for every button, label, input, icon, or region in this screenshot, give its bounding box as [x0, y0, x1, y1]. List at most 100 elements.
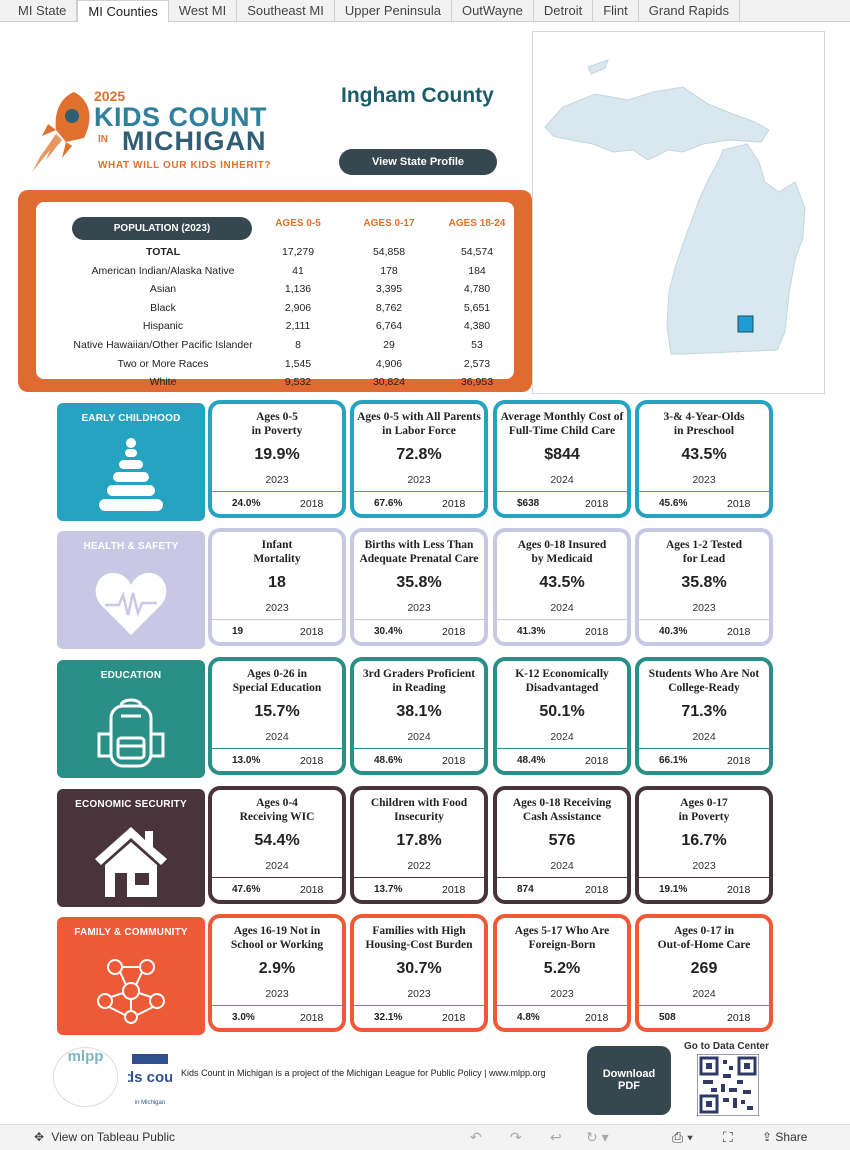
michigan-map[interactable] — [532, 31, 825, 394]
share-button[interactable]: ⇪ Share — [762, 1130, 808, 1144]
indicator-value: 38.1% — [396, 703, 442, 720]
category-early-childhood: EARLY CHILDHOOD — [57, 403, 205, 521]
indicator-card[interactable]: Ages 0-18 Insured by Medicaid 43.5% 2024 … — [493, 528, 631, 646]
indicator-title: Families with High Housing-Cost Burden — [354, 924, 484, 952]
indicator-prev-year: 2018 — [300, 1012, 324, 1024]
population-value: 29 — [383, 339, 395, 351]
indicator-card[interactable]: Ages 0-5 with All Parents in Labor Force … — [350, 400, 488, 518]
indicator-year: 2023 — [265, 602, 289, 614]
indicator-year: 2023 — [550, 988, 574, 1000]
indicator-value: 50.1% — [539, 703, 585, 720]
indicator-card[interactable]: 3rd Graders Proficient in Reading 38.1% 2… — [350, 657, 488, 775]
tab-flint[interactable]: Flint — [593, 0, 639, 22]
age-header: AGES 18-24 — [448, 218, 506, 229]
indicator-card[interactable]: Ages 1-2 Tested for Lead 35.8% 2023 40.3%… — [635, 528, 773, 646]
population-value: 1,545 — [284, 357, 312, 370]
indicator-prev-year: 2018 — [442, 1012, 466, 1024]
indicator-title-line: Ages 0-17 — [680, 797, 728, 809]
tab-southeast-mi[interactable]: Southeast MI — [237, 0, 335, 22]
divider — [635, 619, 773, 620]
category-family-community: FAMILY & COMMUNITY — [57, 917, 205, 1035]
refresh-icon[interactable]: ↻ ▾ — [586, 1129, 609, 1145]
rocket-icon — [32, 92, 90, 172]
population-row-label: TOTAL — [145, 246, 181, 258]
population-value: 53 — [471, 339, 483, 351]
redo-icon[interactable]: ↷ — [510, 1129, 522, 1145]
indicator-title-line: Families with High — [372, 925, 466, 937]
indicator-title: Average Monthly Cost of Full-Time Child C… — [497, 410, 627, 438]
indicator-card[interactable]: Families with High Housing-Cost Burden 30… — [350, 914, 488, 1032]
indicator-title: Ages 0-4 Receiving WIC — [212, 796, 342, 824]
download-icon[interactable]: ⎙ ▾ — [672, 1129, 693, 1145]
indicator-title: 3rd Graders Proficient in Reading — [354, 667, 484, 695]
view-state-profile-button[interactable]: View State Profile — [339, 149, 497, 175]
view-on-tableau-link[interactable]: ✥ View on Tableau Public — [34, 1130, 175, 1144]
indicator-title-line: Ages 0-18 Insured — [517, 539, 607, 551]
indicator-title-line: Ages 0-18 Receiving — [512, 797, 612, 809]
logo-tagline: WHAT WILL OUR KIDS INHERIT? — [98, 160, 272, 171]
population-header: POPULATION (2023) — [72, 217, 252, 240]
indicator-value: $844 — [544, 446, 580, 463]
community-network-icon — [91, 951, 171, 1027]
indicator-card[interactable]: 3-& 4-Year-Olds in Preschool 43.5% 2023 4… — [635, 400, 773, 518]
indicator-prev-year: 2018 — [585, 755, 609, 767]
indicator-card[interactable]: Ages 0-26 in Special Education 15.7% 2024… — [208, 657, 346, 775]
indicator-prev-year: 2018 — [442, 626, 466, 638]
indicator-card[interactable]: Ages 0-17 in Out-of-Home Care 269 2024 50… — [635, 914, 773, 1032]
tab-grand-rapids[interactable]: Grand Rapids — [639, 0, 740, 22]
indicator-card[interactable]: Average Monthly Cost of Full-Time Child C… — [493, 400, 631, 518]
indicator-card[interactable]: Infant Mortality 18 2023 19 2018 — [208, 528, 346, 646]
population-value: 36,953 — [460, 376, 494, 389]
indicator-prev-year: 2018 — [727, 884, 751, 896]
indicator-title-line: Adequate Prenatal Care — [359, 553, 479, 565]
population-value: 1,136 — [284, 283, 312, 296]
population-row: White 9,532 30,824 36,953 — [36, 376, 514, 394]
indicator-card[interactable]: Children with Food Insecurity 17.8% 2022 … — [350, 786, 488, 904]
indicator-card[interactable]: Ages 16-19 Not in School or Working 2.9% … — [208, 914, 346, 1032]
indicator-prev-value: 874 — [517, 884, 534, 895]
indicator-title-line: Mortality — [253, 553, 301, 565]
population-value: 2,906 — [284, 301, 312, 314]
tab-mi-state[interactable]: MI State — [8, 0, 78, 22]
logo-michigan: MICHIGAN — [122, 126, 267, 156]
tab-detroit[interactable]: Detroit — [534, 0, 594, 22]
indicator-card[interactable]: Ages 0-18 Receiving Cash Assistance 576 2… — [493, 786, 631, 904]
indicator-year: 2024 — [265, 731, 289, 743]
indicator-value: 19.9% — [254, 446, 300, 463]
indicator-card[interactable]: Ages 0-4 Receiving WIC 54.4% 2024 47.6% 2… — [208, 786, 346, 904]
qr-code-icon[interactable] — [696, 1053, 760, 1117]
indicator-title-line: School or Working — [230, 939, 324, 951]
divider — [208, 1005, 346, 1006]
indicator-card[interactable]: Ages 0-17 in Poverty 16.7% 2023 19.1% 201… — [635, 786, 773, 904]
divider — [493, 619, 631, 620]
indicator-value: 30.7% — [396, 960, 442, 977]
indicator-title-line: College-Ready — [668, 682, 740, 694]
indicator-card[interactable]: K-12 Economically Disadvantaged 50.1% 202… — [493, 657, 631, 775]
indicator-card[interactable]: Students Who Are Not College-Ready 71.3% … — [635, 657, 773, 775]
indicator-value: 269 — [690, 960, 718, 977]
tab-mi-counties[interactable]: MI Counties — [77, 0, 169, 23]
divider — [493, 877, 631, 878]
tab-upper-peninsula[interactable]: Upper Peninsula — [335, 0, 452, 22]
indicator-card[interactable]: Births with Less Than Adequate Prenatal C… — [350, 528, 488, 646]
indicator-year: 2024 — [550, 474, 574, 486]
go-to-data-center-label[interactable]: Go to Data Center — [684, 1041, 770, 1052]
indicator-title-line: Foreign-Born — [528, 939, 596, 951]
indicator-title-line: for Lead — [682, 553, 726, 565]
indicator-prev-value: $638 — [517, 498, 540, 509]
indicator-card[interactable]: Ages 0-5 in Poverty 19.9% 2023 24.0% 2018 — [208, 400, 346, 518]
indicator-card[interactable]: Ages 5-17 Who Are Foreign-Born 5.2% 2023 … — [493, 914, 631, 1032]
tab-west-mi[interactable]: West MI — [169, 0, 238, 22]
population-value: 4,380 — [463, 320, 491, 333]
revert-icon[interactable]: ↩ — [550, 1129, 562, 1145]
mlpp-logo[interactable]: mlpp — [53, 1047, 118, 1107]
divider — [350, 619, 488, 620]
download-pdf-button[interactable]: Download PDF — [587, 1046, 671, 1115]
indicator-prev-value: 30.4% — [374, 626, 403, 637]
tab-outwayne[interactable]: OutWayne — [452, 0, 534, 22]
fullscreen-icon[interactable]: ⛶ — [723, 1129, 733, 1145]
indicator-prev-value: 47.6% — [232, 884, 261, 895]
population-row: Native Hawaiian/Other Pacific Islander 8 2… — [36, 339, 514, 357]
undo-icon[interactable]: ↶ — [470, 1129, 482, 1145]
indicator-title: Ages 0-18 Insured by Medicaid — [497, 538, 627, 566]
